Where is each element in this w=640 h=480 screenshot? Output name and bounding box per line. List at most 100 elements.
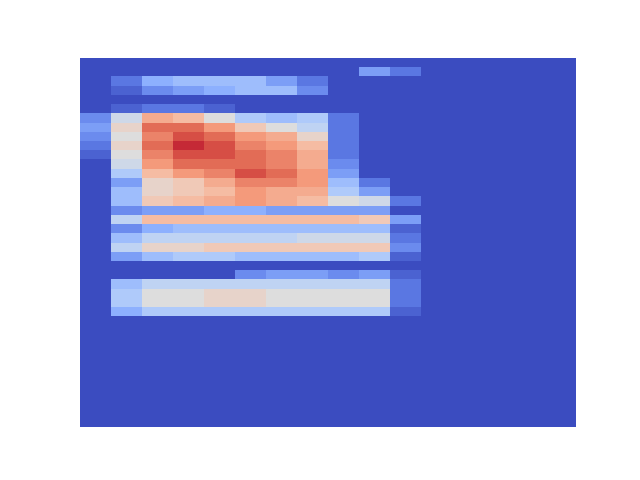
heatmap-cell — [111, 390, 143, 400]
heatmap-cell — [545, 187, 576, 197]
heatmap-cell — [266, 335, 298, 345]
heatmap-cell — [483, 95, 515, 105]
heatmap-cell — [173, 224, 205, 234]
heatmap-cell — [390, 399, 422, 409]
heatmap-cell — [514, 270, 546, 280]
heatmap-cell — [483, 233, 515, 243]
heatmap-cell — [452, 381, 484, 391]
heatmap-cell — [266, 418, 298, 427]
heatmap-cell — [266, 76, 298, 86]
heatmap-cell — [111, 150, 143, 160]
heatmap-cell — [204, 141, 236, 151]
heatmap-cell — [452, 326, 484, 336]
heatmap-cell — [545, 252, 576, 262]
heatmap-cell — [452, 169, 484, 179]
heatmap-cell — [390, 381, 422, 391]
heatmap-cell — [111, 298, 143, 308]
heatmap-cell — [545, 289, 576, 299]
heatmap-cell — [173, 196, 205, 206]
heatmap-cell — [452, 316, 484, 326]
heatmap-cell — [452, 298, 484, 308]
heatmap-cell — [80, 353, 112, 363]
heatmap-cell — [514, 132, 546, 142]
heatmap-cell — [514, 307, 546, 317]
heatmap-cell — [514, 418, 546, 427]
heatmap-cell — [545, 243, 576, 253]
heatmap-cell — [483, 372, 515, 382]
heatmap-cell — [266, 316, 298, 326]
heatmap-cell — [359, 206, 391, 216]
heatmap-cell — [80, 86, 112, 96]
heatmap-cell — [297, 289, 329, 299]
heatmap-cell — [514, 67, 546, 77]
heatmap-cell — [328, 150, 360, 160]
heatmap-cell — [514, 169, 546, 179]
heatmap-cell — [80, 362, 112, 372]
heatmap-cell — [111, 76, 143, 86]
heatmap-cell — [204, 159, 236, 169]
heatmap-cell — [452, 58, 484, 68]
heatmap-cell — [545, 123, 576, 133]
heatmap-cell — [111, 104, 143, 114]
heatmap-cell — [421, 390, 453, 400]
heatmap-cell — [142, 104, 174, 114]
heatmap-cells — [80, 58, 576, 427]
heatmap-cell — [421, 150, 453, 160]
heatmap-cell — [173, 409, 205, 419]
heatmap-cell — [514, 279, 546, 289]
heatmap-cell — [142, 270, 174, 280]
heatmap-cell — [235, 418, 267, 427]
heatmap-cell — [514, 104, 546, 114]
heatmap-cell — [80, 67, 112, 77]
heatmap-cell — [421, 67, 453, 77]
heatmap-cell — [235, 58, 267, 68]
heatmap-cell — [173, 390, 205, 400]
heatmap-cell — [390, 307, 422, 317]
heatmap-cell — [545, 372, 576, 382]
heatmap-cell — [545, 150, 576, 160]
heatmap-cell — [266, 372, 298, 382]
heatmap-cell — [514, 409, 546, 419]
heatmap-cell — [173, 169, 205, 179]
heatmap-cell — [545, 141, 576, 151]
heatmap-cell — [297, 409, 329, 419]
heatmap-cell — [111, 178, 143, 188]
heatmap-cell — [204, 316, 236, 326]
heatmap-cell — [390, 261, 422, 271]
heatmap-cell — [545, 326, 576, 336]
heatmap-cell — [390, 169, 422, 179]
heatmap-cell — [545, 390, 576, 400]
heatmap-cell — [204, 298, 236, 308]
heatmap-cell — [235, 169, 267, 179]
heatmap-cell — [328, 372, 360, 382]
heatmap-cell — [297, 76, 329, 86]
heatmap-cell — [483, 132, 515, 142]
heatmap-cell — [80, 418, 112, 427]
heatmap-cell — [266, 159, 298, 169]
heatmap-cell — [173, 326, 205, 336]
heatmap-cell — [142, 409, 174, 419]
heatmap-cell — [80, 141, 112, 151]
heatmap-cell — [328, 76, 360, 86]
heatmap-cell — [421, 104, 453, 114]
heatmap-cell — [235, 132, 267, 142]
heatmap-cell — [111, 353, 143, 363]
heatmap-cell — [390, 132, 422, 142]
heatmap-cell — [235, 289, 267, 299]
heatmap-cell — [514, 335, 546, 345]
heatmap-cell — [390, 178, 422, 188]
heatmap-cell — [359, 67, 391, 77]
heatmap-cell — [421, 206, 453, 216]
heatmap-cell — [359, 233, 391, 243]
heatmap-cell — [266, 353, 298, 363]
heatmap-cell — [266, 132, 298, 142]
heatmap-cell — [204, 206, 236, 216]
heatmap-cell — [266, 243, 298, 253]
heatmap-cell — [142, 418, 174, 427]
heatmap-cell — [483, 178, 515, 188]
heatmap-cell — [421, 289, 453, 299]
heatmap-cell — [452, 104, 484, 114]
heatmap-cell — [204, 104, 236, 114]
heatmap-cell — [173, 150, 205, 160]
heatmap-cell — [111, 67, 143, 77]
